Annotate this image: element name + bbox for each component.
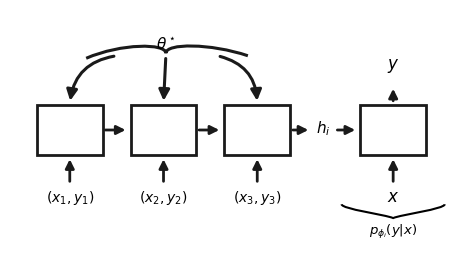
Text: $y$: $y$: [386, 57, 398, 75]
Text: $(x_2,y_2)$: $(x_2,y_2)$: [139, 189, 187, 207]
Text: $(x_1,y_1)$: $(x_1,y_1)$: [46, 189, 94, 207]
FancyBboxPatch shape: [359, 105, 425, 155]
FancyBboxPatch shape: [224, 105, 289, 155]
Text: $x$: $x$: [386, 189, 398, 206]
FancyBboxPatch shape: [130, 105, 196, 155]
Text: $\theta^\star$: $\theta^\star$: [156, 36, 176, 53]
Text: $p_{\phi_i}(y|x)$: $p_{\phi_i}(y|x)$: [368, 223, 416, 241]
Text: $(x_3,y_3)$: $(x_3,y_3)$: [233, 189, 281, 207]
Text: $h_i$: $h_i$: [315, 119, 330, 138]
FancyBboxPatch shape: [37, 105, 102, 155]
